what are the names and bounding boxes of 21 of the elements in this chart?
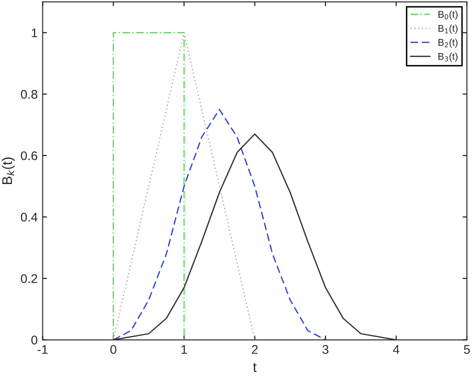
line-series — [112, 133, 397, 340]
legend-label: B$_{0}$(t) — [438, 10, 458, 20]
y-tick-label: 0.4 — [20, 212, 38, 222]
y-tick-label: 0 — [31, 336, 38, 344]
line-series — [112, 108, 326, 340]
x-tick-label: 1 — [182, 345, 187, 354]
legend-label: B$_{2}$(t) — [438, 38, 458, 48]
x-tick-label: 2 — [252, 345, 258, 354]
y-tick-label: 0.8 — [20, 90, 38, 99]
x-tick-label: 3 — [322, 345, 328, 354]
y-axis-title: B$_{k}$(t) — [2, 158, 15, 184]
x-axis-title: t — [253, 362, 257, 372]
x-tick-label: 5 — [464, 345, 470, 354]
x-tick-label: 4 — [392, 345, 400, 354]
x-tick-label: -1 — [38, 345, 48, 354]
y-tick-label: 0.6 — [20, 151, 38, 160]
legend-label: B$_{1}$(t) — [438, 24, 458, 34]
y-tick-label: 0.2 — [20, 274, 38, 284]
x-tick-label: 0 — [110, 345, 116, 354]
legend-label: B$_{3}$(t) — [438, 52, 458, 62]
y-tick-label: 1 — [32, 28, 38, 38]
